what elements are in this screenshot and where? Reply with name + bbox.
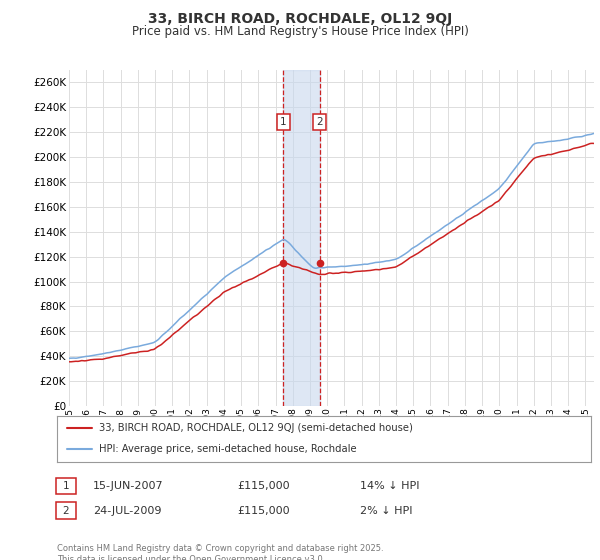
Text: HPI: Average price, semi-detached house, Rochdale: HPI: Average price, semi-detached house,… — [98, 445, 356, 455]
Text: Contains HM Land Registry data © Crown copyright and database right 2025.
This d: Contains HM Land Registry data © Crown c… — [57, 544, 383, 560]
Text: 33, BIRCH ROAD, ROCHDALE, OL12 9QJ (semi-detached house): 33, BIRCH ROAD, ROCHDALE, OL12 9QJ (semi… — [98, 423, 413, 433]
Text: 1: 1 — [62, 481, 70, 491]
Text: 14% ↓ HPI: 14% ↓ HPI — [360, 481, 419, 491]
Text: 15-JUN-2007: 15-JUN-2007 — [93, 481, 164, 491]
Text: 2: 2 — [62, 506, 70, 516]
Text: £115,000: £115,000 — [237, 506, 290, 516]
Text: 1: 1 — [280, 117, 287, 127]
Text: 24-JUL-2009: 24-JUL-2009 — [93, 506, 161, 516]
Text: £115,000: £115,000 — [237, 481, 290, 491]
Text: 33, BIRCH ROAD, ROCHDALE, OL12 9QJ: 33, BIRCH ROAD, ROCHDALE, OL12 9QJ — [148, 12, 452, 26]
Text: Price paid vs. HM Land Registry's House Price Index (HPI): Price paid vs. HM Land Registry's House … — [131, 25, 469, 38]
Text: 2% ↓ HPI: 2% ↓ HPI — [360, 506, 413, 516]
Bar — [283, 70, 320, 406]
Text: 2: 2 — [316, 117, 323, 127]
